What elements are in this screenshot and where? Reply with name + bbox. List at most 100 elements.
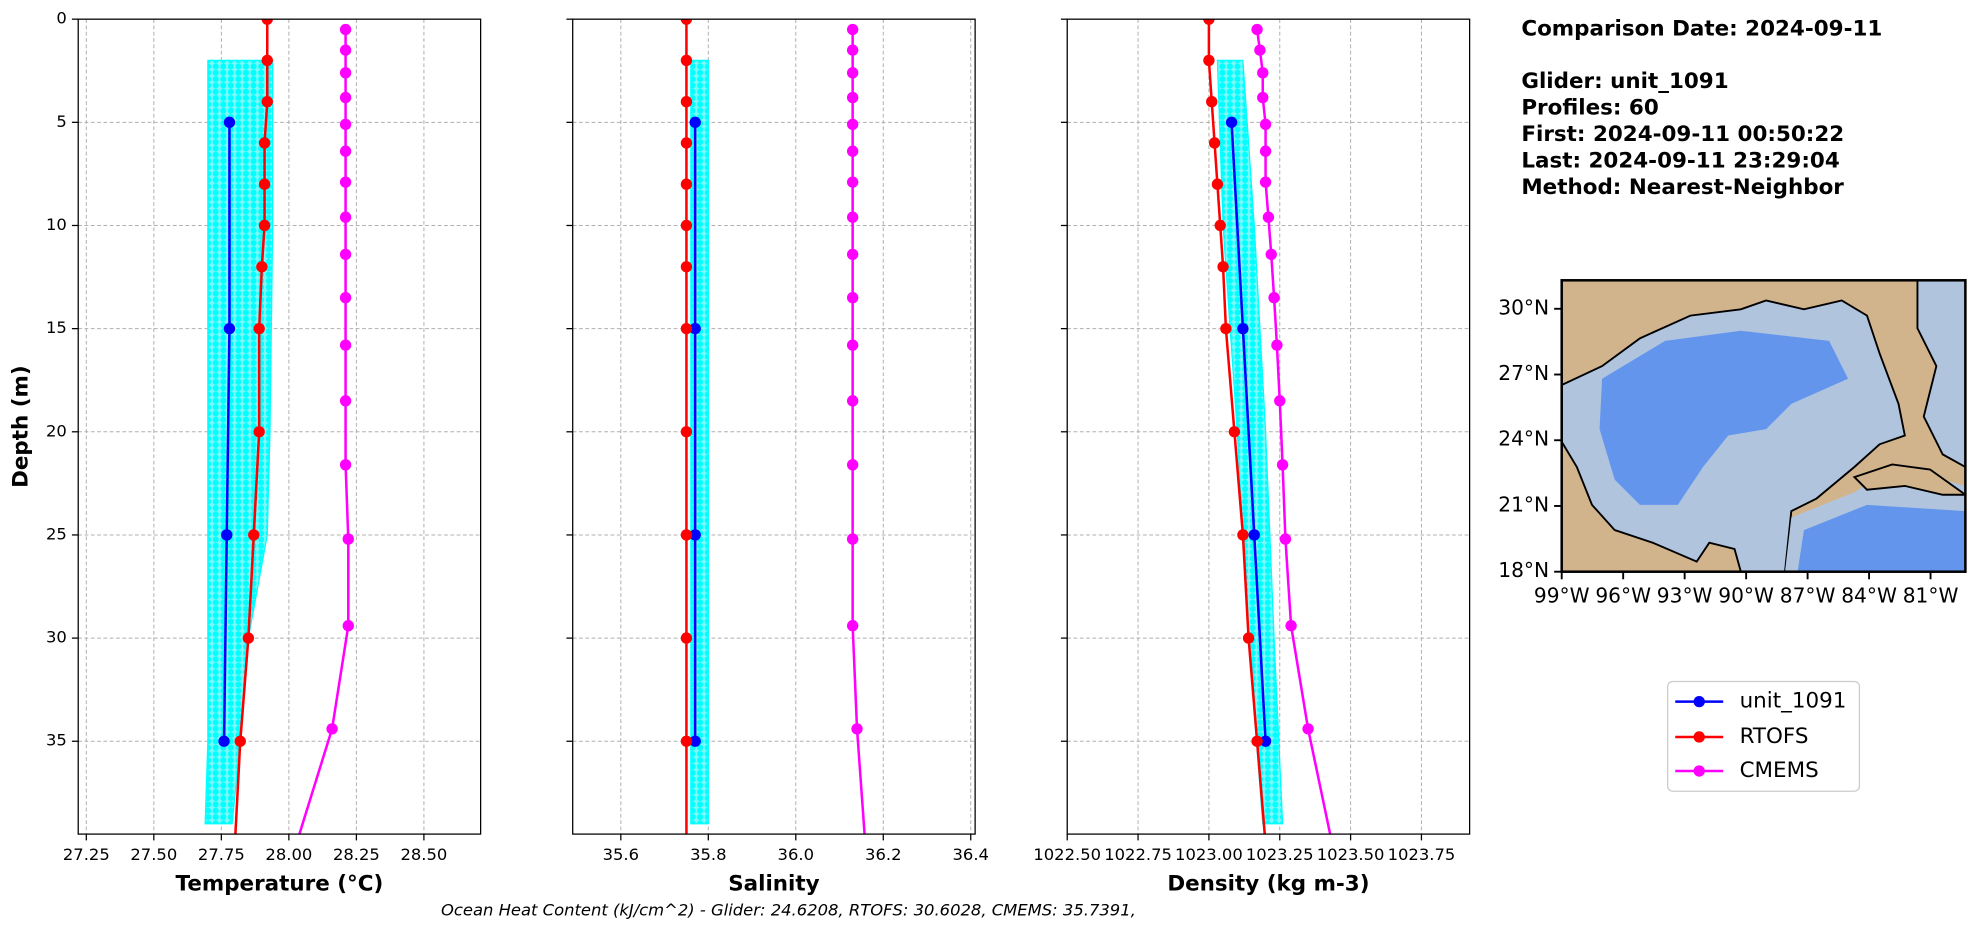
point [1259,735,1272,747]
point [1265,248,1277,261]
point [846,23,859,36]
point [1257,67,1269,79]
point [1225,116,1238,129]
point [1217,261,1229,273]
y-tick-label: 20 [46,421,67,440]
point [1228,426,1241,438]
point [689,529,701,541]
point [680,19,693,25]
point [339,23,352,36]
lon-label: 84°W [1841,583,1897,607]
info-line: Last: 2024-09-11 23:29:04 [1521,149,1839,174]
point [261,19,273,25]
point [339,292,352,304]
x-tick-label: 35.8 [690,845,726,864]
series-line [222,122,231,742]
x-tick-label: 1022.75 [1104,845,1172,864]
x-tick-label: 28.50 [400,845,447,864]
point [339,118,352,131]
point [326,723,338,735]
point [1242,632,1255,644]
x-tick-label: 27.50 [130,845,177,864]
point [258,137,271,149]
point [680,261,693,273]
x-tick-label: 28.25 [333,845,380,864]
point [1203,54,1215,67]
point [846,533,859,545]
deep-water [1599,330,1849,505]
y-tick-label: 15 [46,318,67,337]
atlantic-water [1916,280,1966,469]
point [253,322,265,335]
plot-area [572,19,976,835]
point [846,395,859,407]
point [689,735,701,747]
x-tick-label: 27.75 [198,845,245,864]
y-tick-label: 0 [56,9,66,28]
point [1302,723,1314,735]
series-line [1230,122,1267,742]
point [680,219,693,232]
point [253,426,265,438]
lon-label: 90°W [1718,583,1774,607]
point [256,261,268,273]
y-axis-label: Depth (m) [8,365,33,488]
info-line: First: 2024-09-11 00:50:22 [1521,122,1844,147]
x-tick-label: 1023.00 [1175,845,1243,864]
point [339,176,352,188]
legend-label: unit_1091 [1740,689,1847,714]
plot-area [78,19,481,835]
point [680,322,693,335]
point [846,211,859,223]
point [1262,211,1275,223]
info-line: Comparison Date: 2024-09-11 [1521,16,1882,41]
point [846,67,859,79]
axes-frame [77,18,482,835]
x-tick-label: 1023.75 [1388,845,1456,864]
point [680,96,693,108]
point [1237,529,1249,541]
point [248,529,260,541]
x-tick-label: 27.25 [63,845,110,864]
point [680,735,693,747]
point [1271,339,1283,351]
lat-label: 21°N [1498,492,1549,516]
x-axis-label: Temperature (°C) [176,872,384,897]
point [258,219,271,232]
y-tick-label: 10 [46,215,67,234]
point [1203,19,1215,25]
point [261,96,273,108]
point [223,322,236,335]
point [234,735,246,747]
legend-label: RTOFS [1740,724,1809,749]
point [339,211,352,223]
point [846,118,859,131]
point [1214,219,1226,232]
y-tick-label: 25 [46,524,67,543]
point [846,91,859,104]
point [1251,735,1263,747]
point [1206,96,1218,108]
point [339,459,352,471]
point [846,176,859,188]
point [1285,620,1297,632]
x-tick-label: 1022.50 [1033,845,1101,864]
point [846,339,859,351]
x-tick-label: 36.2 [865,845,901,864]
point [1211,178,1224,190]
point [258,178,271,190]
legend-marker [1693,765,1705,777]
point [1248,529,1260,541]
point [339,91,352,104]
point [1220,322,1232,335]
point [339,248,352,261]
point [1276,459,1289,471]
lon-label: 87°W [1780,583,1836,607]
lat-label: 27°N [1498,361,1549,385]
point [846,248,859,261]
y-tick-label: 35 [46,731,67,750]
point [242,632,255,644]
point [846,459,859,471]
